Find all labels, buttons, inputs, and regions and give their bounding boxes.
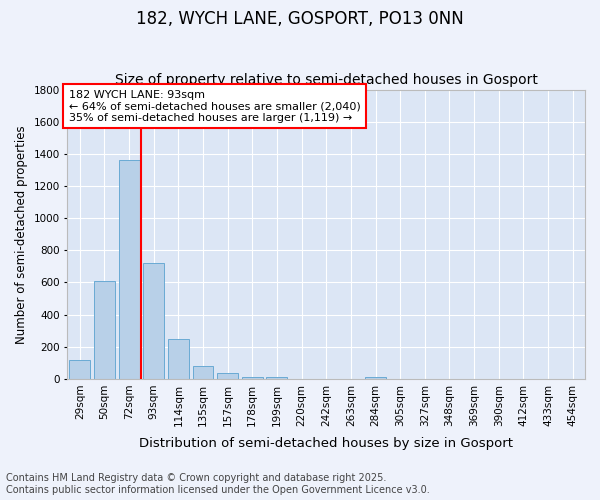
Bar [143,263,164,379]
Bar [242,377,263,379]
Bar [193,366,214,379]
Text: 182, WYCH LANE, GOSPORT, PO13 0NN: 182, WYCH LANE, GOSPORT, PO13 0NN [136,10,464,28]
Bar [119,160,140,379]
Y-axis label: Number of semi-detached properties: Number of semi-detached properties [15,125,28,344]
Bar [365,378,386,379]
Bar [69,360,90,379]
Bar [168,338,189,379]
Text: Contains HM Land Registry data © Crown copyright and database right 2025.
Contai: Contains HM Land Registry data © Crown c… [6,474,430,495]
Bar [94,281,115,379]
Title: Size of property relative to semi-detached houses in Gosport: Size of property relative to semi-detach… [115,73,538,87]
Bar [217,374,238,379]
Text: 182 WYCH LANE: 93sqm
← 64% of semi-detached houses are smaller (2,040)
35% of se: 182 WYCH LANE: 93sqm ← 64% of semi-detac… [68,90,361,123]
Bar [266,377,287,379]
X-axis label: Distribution of semi-detached houses by size in Gosport: Distribution of semi-detached houses by … [139,437,513,450]
